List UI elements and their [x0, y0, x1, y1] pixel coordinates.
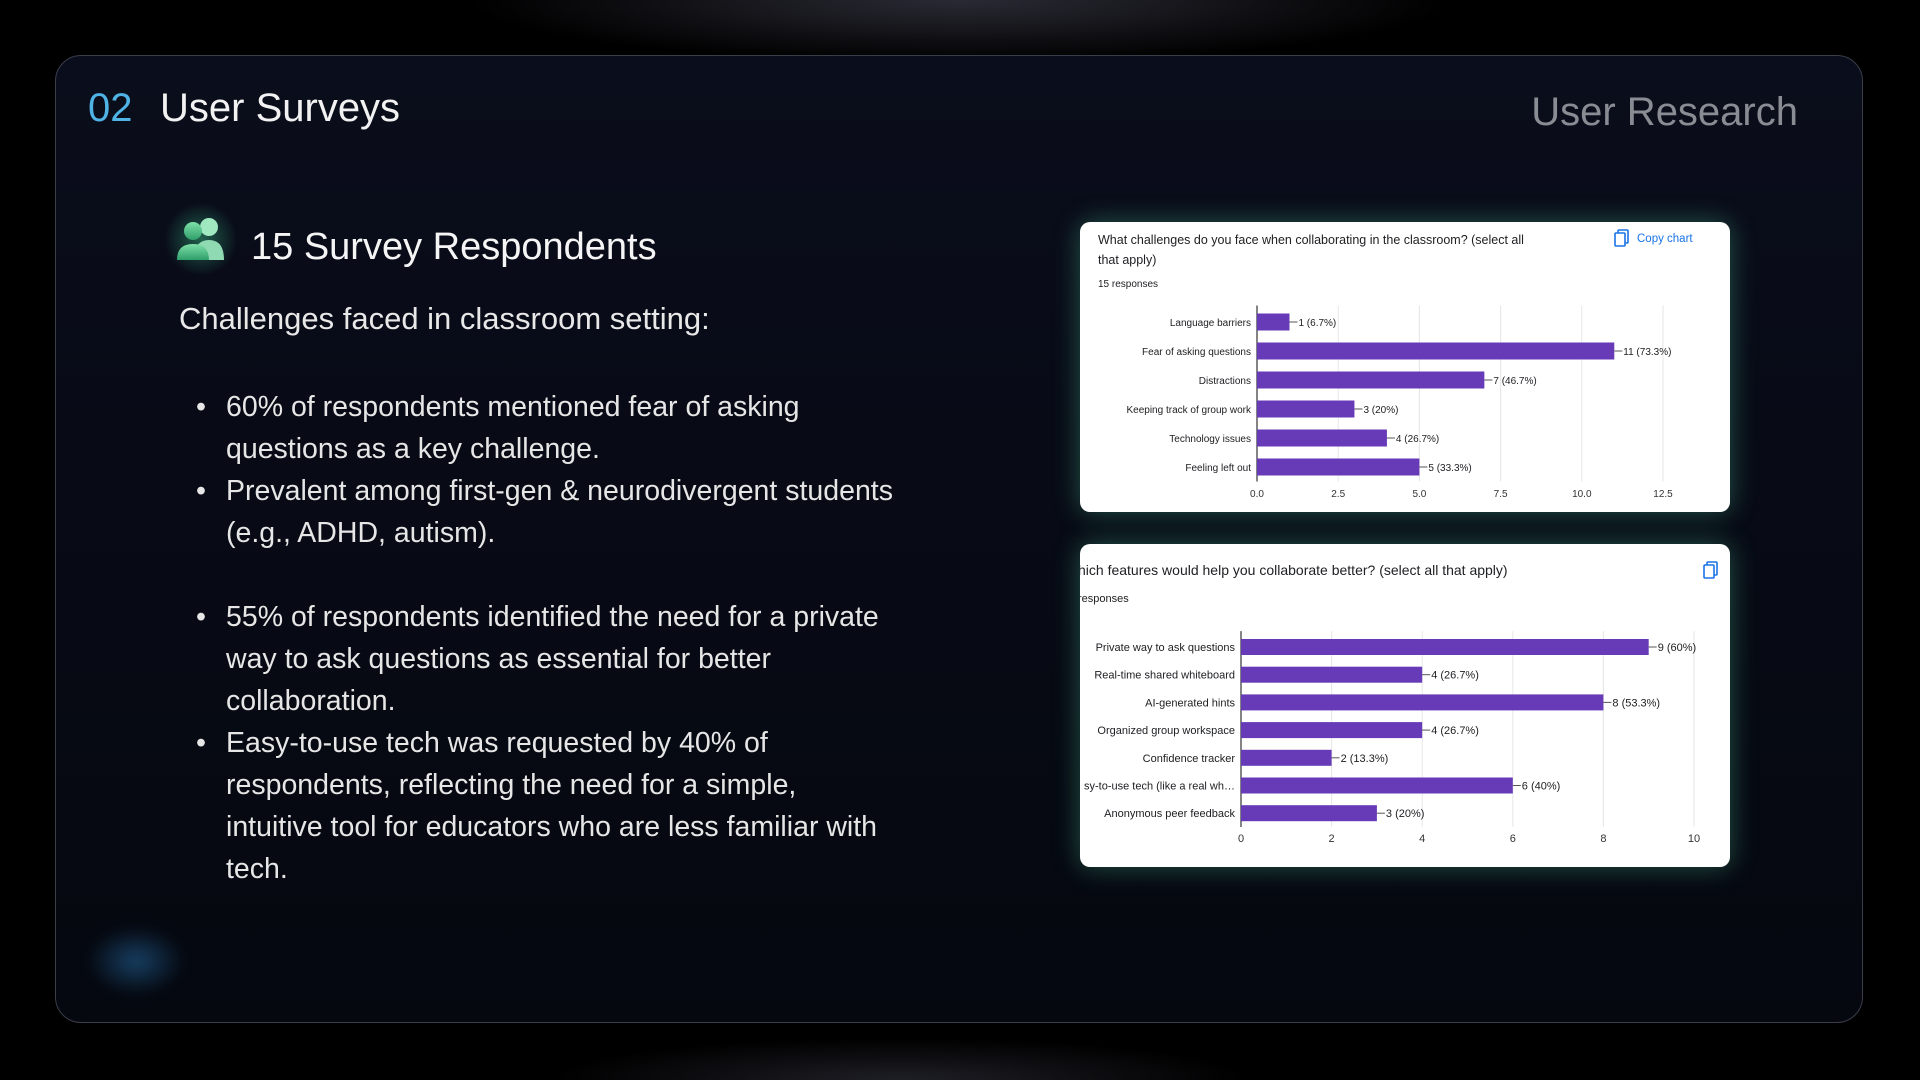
data-label: 4 (26.7%) [1431, 670, 1479, 682]
x-tick-label: 2.5 [1331, 489, 1345, 500]
x-tick-label: 2 [1329, 833, 1335, 845]
section-title: User Surveys [160, 86, 401, 130]
responses-count: 15 responses [1098, 279, 1158, 290]
copy-chart-button[interactable]: Copy chart [1614, 229, 1693, 247]
bar [1241, 805, 1377, 822]
x-tick-label: 10.0 [1572, 489, 1592, 500]
category-label: Language barriers [1170, 318, 1251, 329]
category-label: Confidence tracker [1143, 753, 1236, 765]
bar [1241, 666, 1423, 683]
chart-question: What challenges do you face when collabo… [1098, 233, 1524, 247]
category-label: Fear of asking questions [1142, 347, 1251, 358]
category-label: Technology issues [1169, 434, 1251, 445]
x-tick-label: 4 [1419, 833, 1425, 845]
bar [1257, 429, 1387, 447]
category-label: Organized group workspace [1097, 725, 1235, 737]
challenges-subtitle: Challenges faced in classroom setting: [179, 301, 710, 336]
bar [1257, 342, 1615, 360]
section-number: 02 [88, 86, 133, 130]
x-tick-label: 12.5 [1653, 489, 1673, 500]
challenges-chart-card: What challenges do you face when collabo… [1080, 222, 1730, 512]
challenges-chart: What challenges do you face when collabo… [1098, 229, 1693, 500]
finding-item: 55% of respondents identified the need f… [196, 596, 896, 722]
copy-chart-button[interactable]: Copy cha [1703, 561, 1730, 579]
topic-label: User Research [1531, 90, 1798, 134]
category-label: Private way to ask questions [1096, 642, 1236, 654]
finding-item: Prevalent among first-gen & neurodiverge… [196, 470, 896, 554]
x-tick-label: 7.5 [1494, 489, 1508, 500]
responses-count: responses [1080, 593, 1129, 605]
data-label: 9 (60%) [1658, 642, 1697, 654]
finding-item: 60% of respondents mentioned fear of ask… [196, 386, 896, 470]
data-label: 11 (73.3%) [1623, 347, 1671, 358]
category-label: Feeling left out [1185, 463, 1251, 474]
chart-question: hich features would help you collaborate… [1080, 562, 1508, 578]
category-label: Distractions [1199, 376, 1251, 387]
bar [1257, 458, 1420, 476]
bar [1241, 749, 1332, 766]
category-label: AI-generated hints [1145, 697, 1235, 709]
bar [1241, 722, 1423, 739]
bar [1257, 371, 1485, 389]
x-tick-label: 0 [1238, 833, 1244, 845]
data-label: 3 (20%) [1363, 405, 1398, 416]
copy-chart-label: Copy chart [1637, 233, 1693, 245]
data-label: 7 (46.7%) [1493, 376, 1536, 387]
category-label: Real-time shared whiteboard [1094, 670, 1235, 682]
category-label: Keeping track of group work [1126, 405, 1252, 416]
category-label: sy-to-use tech (like a real wh… [1084, 781, 1235, 793]
data-label: 8 (53.3%) [1612, 697, 1660, 709]
x-tick-label: 6 [1510, 833, 1516, 845]
people-icon [177, 218, 224, 260]
slide-panel: 02 User Surveys User Research 15 Survey … [55, 55, 1863, 1023]
category-label: Anonymous peer feedback [1104, 808, 1235, 820]
data-label: 6 (40%) [1522, 781, 1561, 793]
copy-icon-back [1614, 232, 1626, 247]
data-label: 3 (20%) [1386, 808, 1425, 820]
bar [1257, 400, 1355, 418]
icon-glow [164, 202, 238, 276]
data-label: 4 (26.7%) [1431, 725, 1479, 737]
bar [1257, 313, 1290, 331]
bar [1241, 777, 1513, 794]
copy-icon-back [1703, 564, 1715, 579]
x-tick-label: 10 [1688, 833, 1700, 845]
data-label: 2 (13.3%) [1341, 753, 1389, 765]
findings-list: 60% of respondents mentioned fear of ask… [196, 386, 896, 890]
data-label: 1 (6.7%) [1298, 318, 1336, 329]
respondents-title: 15 Survey Respondents [251, 226, 657, 268]
x-tick-label: 8 [1600, 833, 1606, 845]
finding-item: Easy-to-use tech was requested by 40% of… [196, 722, 896, 890]
chart-question: that apply) [1098, 253, 1156, 267]
bar [1241, 639, 1649, 655]
bar [1241, 694, 1604, 711]
features-chart-card: hich features would help you collaborate… [1080, 544, 1730, 867]
x-tick-label: 5.0 [1412, 489, 1426, 500]
data-label: 4 (26.7%) [1396, 434, 1439, 445]
x-tick-label: 0.0 [1250, 489, 1264, 500]
data-label: 5 (33.3%) [1428, 463, 1471, 474]
features-chart: hich features would help you collaborate… [1080, 561, 1730, 845]
corner-glow [86, 926, 186, 996]
